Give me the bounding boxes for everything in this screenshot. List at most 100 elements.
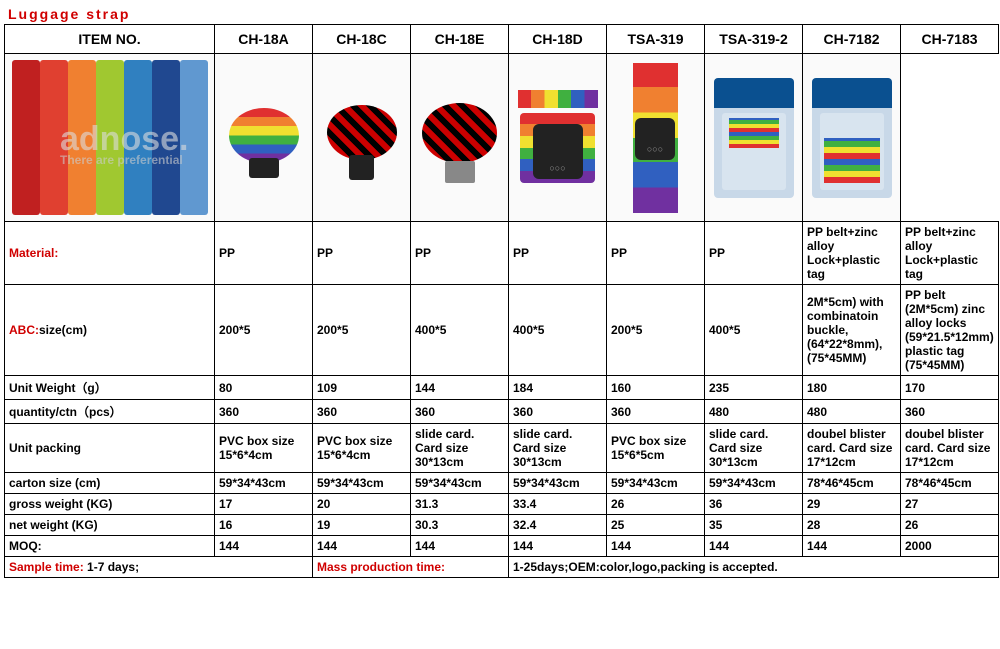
product-image <box>509 54 607 222</box>
table-cell: PP belt (2M*5cm) zinc alloy locks (59*21… <box>901 285 999 376</box>
product-image <box>705 54 803 222</box>
product-image <box>607 54 705 222</box>
header-col: CH-18A <box>215 25 313 54</box>
table-row: MOQ:1441441441441441441442000 <box>5 536 999 557</box>
table-cell: 144 <box>705 536 803 557</box>
table-cell: 144 <box>313 536 411 557</box>
table-cell: 59*34*43cm <box>509 473 607 494</box>
table-cell: 27 <box>901 494 999 515</box>
header-col: CH-18C <box>313 25 411 54</box>
table-cell: 360 <box>509 400 607 424</box>
table-cell: PP <box>411 222 509 285</box>
table-cell: 29 <box>803 494 901 515</box>
table-cell: 144 <box>215 536 313 557</box>
table-cell: 160 <box>607 376 705 400</box>
table-cell: 2000 <box>901 536 999 557</box>
table-row: ABC:size(cm)200*5200*5400*5400*5200*5400… <box>5 285 999 376</box>
product-image <box>411 54 509 222</box>
table-cell: 144 <box>803 536 901 557</box>
table-cell: PP <box>705 222 803 285</box>
table-row: Material:PPPPPPPPPPPPPP belt+zinc alloy … <box>5 222 999 285</box>
table-cell: doubel blister card. Card size 17*12cm <box>803 424 901 473</box>
table-cell: 59*34*43cm <box>411 473 509 494</box>
header-col: CH-18D <box>509 25 607 54</box>
table-cell: 80 <box>215 376 313 400</box>
table-cell: 20 <box>313 494 411 515</box>
table-cell: slide card. Card size 30*13cm <box>509 424 607 473</box>
table-cell: 360 <box>313 400 411 424</box>
image-row <box>5 54 999 222</box>
table-cell: 78*46*45cm <box>803 473 901 494</box>
table-cell: 30.3 <box>411 515 509 536</box>
row-label: gross weight (KG) <box>5 494 215 515</box>
table-cell: 400*5 <box>705 285 803 376</box>
header-itemno: ITEM NO. <box>5 25 215 54</box>
row-label: net weight (KG) <box>5 515 215 536</box>
header-col: CH-7183 <box>901 25 999 54</box>
header-row: ITEM NO. CH-18A CH-18C CH-18E CH-18D TSA… <box>5 25 999 54</box>
header-col: TSA-319-2 <box>705 25 803 54</box>
table-cell: 32.4 <box>509 515 607 536</box>
table-cell: 26 <box>901 515 999 536</box>
mass-production-value: 1-25days;OEM:color,logo,packing is accep… <box>509 557 999 578</box>
table-cell: 59*34*43cm <box>705 473 803 494</box>
table-cell: 180 <box>803 376 901 400</box>
footer-row: Sample time: 1-7 days; Mass production t… <box>5 557 999 578</box>
table-cell: 78*46*45cm <box>901 473 999 494</box>
header-col: TSA-319 <box>607 25 705 54</box>
table-cell: 184 <box>509 376 607 400</box>
table-cell: slide card. Card size 30*13cm <box>705 424 803 473</box>
table-cell: 200*5 <box>215 285 313 376</box>
table-cell: 400*5 <box>411 285 509 376</box>
table-cell: 360 <box>215 400 313 424</box>
header-col: CH-7182 <box>803 25 901 54</box>
table-cell: 35 <box>705 515 803 536</box>
table-cell: 31.3 <box>411 494 509 515</box>
table-cell: 144 <box>411 536 509 557</box>
row-label: Unit packing <box>5 424 215 473</box>
table-cell: PP <box>313 222 411 285</box>
table-cell: 144 <box>509 536 607 557</box>
table-row: quantity/ctn（pcs）36036036036036048048036… <box>5 400 999 424</box>
table-cell: 33.4 <box>509 494 607 515</box>
product-image <box>803 54 901 222</box>
table-cell: PVC box size 15*6*5cm <box>607 424 705 473</box>
spec-table: ITEM NO. CH-18A CH-18C CH-18E CH-18D TSA… <box>4 24 999 578</box>
table-cell: 19 <box>313 515 411 536</box>
row-label: quantity/ctn（pcs） <box>5 400 215 424</box>
table-cell: PVC box size 15*6*4cm <box>215 424 313 473</box>
table-cell: 400*5 <box>509 285 607 376</box>
table-row: Unit packingPVC box size 15*6*4cmPVC box… <box>5 424 999 473</box>
table-cell: PP <box>215 222 313 285</box>
table-cell: 59*34*43cm <box>215 473 313 494</box>
table-cell: PP belt+zinc alloy Lock+plastic tag <box>901 222 999 285</box>
table-cell: 25 <box>607 515 705 536</box>
table-cell: PVC box size 15*6*4cm <box>313 424 411 473</box>
header-col: CH-18E <box>411 25 509 54</box>
table-row: gross weight (KG)172031.333.426362927 <box>5 494 999 515</box>
product-image <box>313 54 411 222</box>
page-title: Luggage strap <box>4 4 996 24</box>
table-row: carton size (cm)59*34*43cm59*34*43cm59*3… <box>5 473 999 494</box>
table-cell: 16 <box>215 515 313 536</box>
table-cell: 235 <box>705 376 803 400</box>
table-cell: PP <box>509 222 607 285</box>
table-cell: 200*5 <box>607 285 705 376</box>
table-cell: 200*5 <box>313 285 411 376</box>
table-cell: 360 <box>607 400 705 424</box>
table-cell: PP belt+zinc alloy Lock+plastic tag <box>803 222 901 285</box>
table-row: net weight (KG)161930.332.425352826 <box>5 515 999 536</box>
row-label: MOQ: <box>5 536 215 557</box>
table-cell: 480 <box>705 400 803 424</box>
table-cell: 17 <box>215 494 313 515</box>
table-cell: 26 <box>607 494 705 515</box>
table-cell: 109 <box>313 376 411 400</box>
row-label: ABC:size(cm) <box>5 285 215 376</box>
table-cell: 59*34*43cm <box>313 473 411 494</box>
table-cell: 144 <box>607 536 705 557</box>
row-label: Unit Weight（g） <box>5 376 215 400</box>
table-cell: 36 <box>705 494 803 515</box>
table-cell: 28 <box>803 515 901 536</box>
table-cell: slide card. Card size 30*13cm <box>411 424 509 473</box>
row-label: Material: <box>5 222 215 285</box>
